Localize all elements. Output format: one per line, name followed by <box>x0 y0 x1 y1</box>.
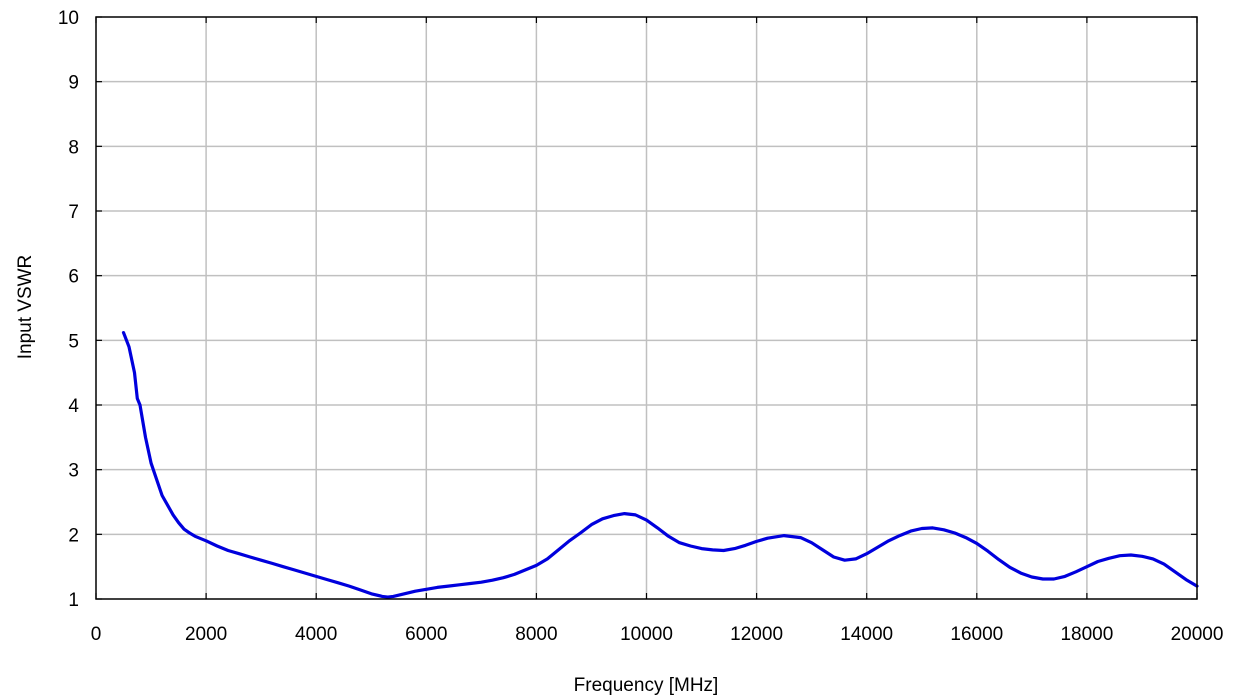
y-tick-label: 3 <box>68 461 79 482</box>
grid-lines <box>96 17 1197 599</box>
x-tick-labels: 0 2000 4000 6000 8000 10000 12000 14000 16000 180… <box>91 624 1224 645</box>
series-layer <box>121 331 1199 599</box>
y-tick-labels: 1 2 3 4 5 6 7 8 9 10 <box>58 8 80 611</box>
x-tick-label: 4000 <box>295 624 337 645</box>
vswr-series-line <box>121 331 1199 599</box>
x-tick-label: 10000 <box>620 624 673 645</box>
x-tick-label: 0 <box>91 624 102 645</box>
x-tick-label: 12000 <box>730 624 783 645</box>
x-tick-label: 14000 <box>840 624 893 645</box>
y-tick-label: 7 <box>68 202 79 223</box>
x-tick-label: 20000 <box>1171 624 1224 645</box>
x-tick-label: 18000 <box>1060 624 1113 645</box>
y-tick-label: 1 <box>68 590 79 611</box>
y-tick-label: 5 <box>68 331 79 352</box>
x-tick-label: 16000 <box>950 624 1003 645</box>
y-tick-label: 2 <box>68 525 79 546</box>
y-tick-label: 8 <box>68 137 79 158</box>
x-tick-label: 6000 <box>405 624 447 645</box>
y-tick-label: 6 <box>68 267 79 288</box>
y-tick-label: 4 <box>68 396 79 417</box>
x-axis-label: Frequency [MHz] <box>574 675 719 696</box>
x-tick-label: 8000 <box>515 624 557 645</box>
y-tick-label: 10 <box>58 8 79 29</box>
axis-ticks <box>95 16 1198 600</box>
y-axis-label: Input VSWR <box>15 255 36 360</box>
x-tick-label: 2000 <box>185 624 227 645</box>
y-tick-label: 9 <box>68 73 79 94</box>
